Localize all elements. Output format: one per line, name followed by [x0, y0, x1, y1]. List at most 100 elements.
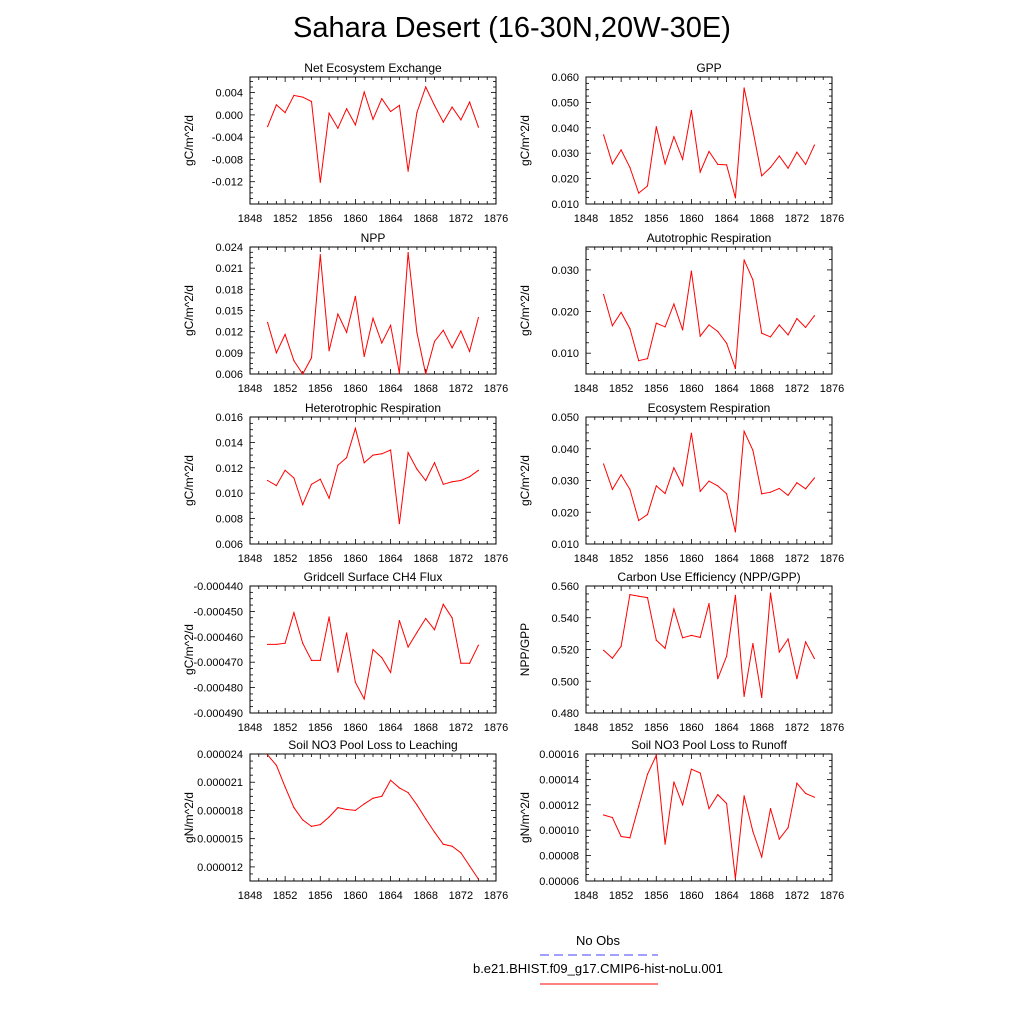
y-tick-label: 0.010: [215, 488, 243, 500]
panel-carbon-use-efficiency-npp-gpp: Carbon Use Efficiency (NPP/GPP) NPP/GPP 18…: [518, 570, 844, 734]
y-tick-label: 0.030: [551, 265, 579, 277]
data-point: [460, 330, 462, 332]
y-tick-label: -0.012: [212, 177, 243, 189]
x-tick-label: 1860: [343, 890, 367, 902]
data-point: [638, 805, 640, 807]
data-point: [337, 464, 339, 466]
data-point: [690, 634, 693, 636]
y-tick-label: 0.000021: [197, 777, 243, 789]
y-tick-label: -0.000490: [193, 708, 243, 720]
y-tick-label: 0.000: [215, 110, 243, 122]
x-tick-label: 1872: [449, 213, 473, 225]
data-point: [787, 638, 789, 640]
data-point: [451, 617, 453, 619]
x-tick-label: 1856: [308, 722, 332, 734]
x-tick-label: 1876: [820, 890, 844, 902]
x-tick-label: 1876: [820, 553, 844, 565]
data-point: [699, 772, 701, 774]
x-tick-label: 1876: [484, 890, 508, 902]
x-tick-label: 1864: [378, 383, 402, 395]
data-point: [646, 357, 649, 360]
data-point: [708, 602, 710, 605]
data-point: [620, 645, 622, 647]
data-point: [725, 164, 728, 166]
panel-title: NPP: [361, 231, 386, 245]
data-point: [442, 843, 444, 845]
x-tick-label: 1856: [644, 213, 668, 225]
data-point: [725, 342, 728, 344]
y-tick-label: 0.030: [551, 476, 579, 488]
data-point: [346, 457, 348, 459]
plot-frame: [585, 753, 833, 882]
data-point: [460, 119, 462, 121]
data-point: [769, 808, 772, 810]
series-line: [603, 87, 815, 199]
x-tick-label: 1872: [449, 722, 473, 734]
data-point: [363, 698, 365, 700]
y-tick-label: -0.000460: [193, 632, 243, 644]
y-axis-label: gN/m^2/d: [182, 792, 196, 843]
data-point: [451, 106, 453, 108]
data-point: [682, 637, 684, 639]
data-point: [284, 112, 286, 114]
data-point: [284, 333, 286, 336]
y-tick-label: 0.000015: [197, 834, 243, 846]
data-point: [266, 754, 269, 756]
figure-title: Sahara Desert (16-30N,20W-30E): [293, 12, 731, 44]
data-point: [690, 109, 693, 112]
data-point: [337, 671, 339, 673]
data-point: [664, 843, 666, 845]
legend-label-model: b.e21.BHIST.f09_g17.CMIP6-hist-noLu.001: [472, 961, 724, 976]
data-point: [655, 485, 657, 487]
panel-npp: NPP gC/m^2/d 1848 1852 1856 1860 1864 1868 1872 1…: [182, 231, 508, 395]
x-tick-label: 1852: [273, 722, 297, 734]
data-point: [734, 531, 736, 533]
data-point: [620, 474, 622, 476]
data-point: [673, 303, 675, 305]
y-tick-label: -0.000440: [193, 581, 243, 593]
data-point: [407, 252, 409, 254]
x-tick-label: 1876: [484, 213, 508, 225]
x-tick-label: 1868: [413, 553, 437, 565]
data-point: [477, 316, 480, 319]
x-tick-label: 1876: [484, 722, 508, 734]
y-tick-label: 0.520: [551, 645, 579, 657]
x-tick-label: 1876: [820, 722, 844, 734]
data-point: [778, 324, 780, 326]
x-tick-label: 1852: [609, 383, 633, 395]
data-point: [469, 476, 471, 478]
y-tick-label: 0.010: [551, 199, 579, 211]
data-point: [743, 695, 745, 697]
data-point: [611, 816, 613, 819]
series-line: [267, 426, 479, 524]
y-axis-label: gC/m^2/d: [518, 455, 532, 506]
x-tick-label: 1868: [413, 383, 437, 395]
data-point: [451, 845, 453, 847]
panel-title: Soil NO3 Pool Loss to Leaching: [288, 738, 457, 752]
data-point: [442, 603, 444, 605]
data-point: [646, 185, 649, 187]
data-point: [761, 175, 763, 177]
data-point: [302, 96, 304, 98]
data-point: [646, 596, 649, 599]
data-point: [655, 126, 657, 128]
data-point: [469, 865, 471, 867]
y-tick-label: -0.000480: [193, 683, 243, 695]
data-point: [611, 488, 613, 490]
data-point: [346, 632, 348, 634]
data-point: [761, 856, 763, 858]
y-tick-label: -0.008: [212, 154, 243, 166]
panel-ecosystem-respiration: Ecosystem Respiration gC/m^2/d 1848 1852 185…: [518, 401, 844, 565]
y-axis-label: gN/m^2/d: [518, 792, 532, 843]
data-point: [381, 795, 383, 797]
data-point: [398, 372, 400, 374]
legend-label-obs: No Obs: [575, 933, 621, 948]
data-point: [787, 334, 789, 336]
panel-title: Carbon Use Efficiency (NPP/GPP): [617, 570, 800, 584]
y-tick-label: 0.040: [551, 123, 579, 135]
data-point: [699, 490, 701, 492]
data-point: [381, 98, 383, 100]
data-point: [310, 825, 313, 828]
data-point: [796, 482, 798, 484]
